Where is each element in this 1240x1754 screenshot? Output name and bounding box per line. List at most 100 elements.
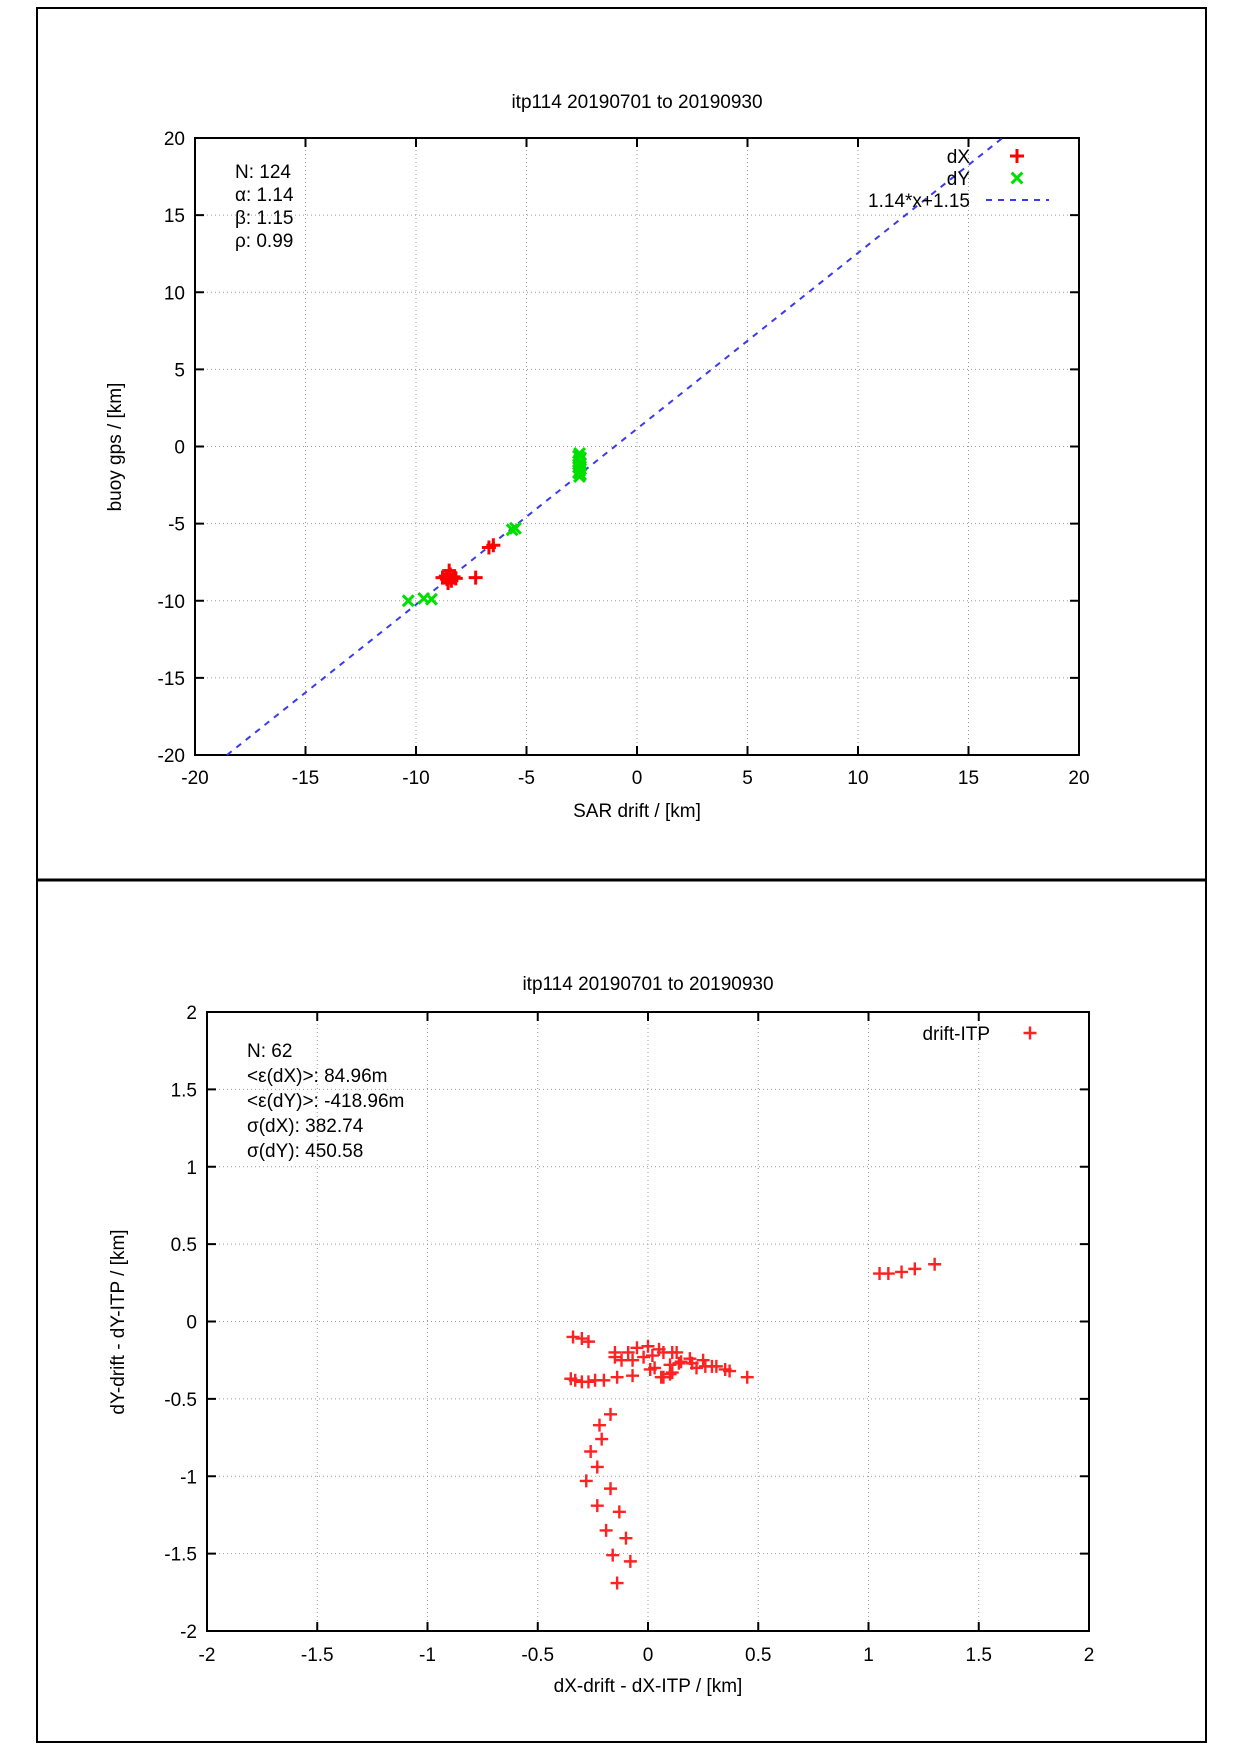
legend-marker bbox=[1010, 171, 1024, 185]
data-point bbox=[690, 1361, 704, 1375]
data-point bbox=[606, 1548, 620, 1562]
data-point bbox=[723, 1364, 737, 1378]
x-tick-label: 0.5 bbox=[745, 1645, 771, 1666]
x-tick-label: 10 bbox=[847, 768, 868, 789]
data-point bbox=[401, 594, 415, 608]
plot-panel: -2 -1.5 -1 -0.5 0 0.5 1 1.5 2 -2 -1.5 -1 -0.5 0 0.5 1 1.… bbox=[108, 974, 1094, 1697]
series-dY bbox=[401, 446, 588, 608]
legend-label: dX bbox=[947, 147, 971, 168]
data-point bbox=[626, 1369, 640, 1383]
x-axis-label: SAR drift / [km] bbox=[573, 801, 701, 822]
data-point bbox=[630, 1341, 644, 1355]
x-tick-label: -10 bbox=[402, 768, 429, 789]
y-tick-label: 20 bbox=[164, 129, 185, 150]
stats-line: <ε(dX)>: 84.96m bbox=[247, 1066, 388, 1087]
data-point bbox=[928, 1257, 942, 1271]
data-point bbox=[581, 1335, 595, 1349]
plot-title: itp114 20190701 to 20190930 bbox=[522, 974, 773, 995]
data-point bbox=[908, 1262, 922, 1276]
data-point bbox=[604, 1407, 618, 1421]
data-point bbox=[645, 1349, 659, 1363]
data-point bbox=[881, 1267, 895, 1281]
x-tick-label: -15 bbox=[292, 768, 319, 789]
y-tick-label: 5 bbox=[174, 360, 185, 381]
data-point bbox=[637, 1350, 651, 1364]
data-point bbox=[656, 1370, 670, 1384]
x-tick-label: -5 bbox=[518, 768, 535, 789]
series-dX bbox=[435, 538, 501, 591]
data-point bbox=[612, 1505, 626, 1519]
x-axis-label: dX-drift - dX-ITP / [km] bbox=[554, 1676, 743, 1697]
y-tick-label: 0.5 bbox=[171, 1235, 197, 1256]
stats-line: N: 62 bbox=[247, 1041, 292, 1062]
x-tick-label: -1.5 bbox=[301, 1645, 334, 1666]
x-tick-label: 1.5 bbox=[966, 1645, 992, 1666]
y-tick-label: -0.5 bbox=[164, 1390, 197, 1411]
data-point bbox=[581, 1375, 595, 1389]
x-tick-label: -0.5 bbox=[521, 1645, 554, 1666]
data-point bbox=[670, 1345, 684, 1359]
x-tick-label: 5 bbox=[742, 768, 753, 789]
data-point bbox=[740, 1370, 754, 1384]
data-point bbox=[566, 1330, 580, 1344]
x-tick-label: -2 bbox=[199, 1645, 216, 1666]
x-tick-label: 2 bbox=[1084, 1645, 1095, 1666]
data-point bbox=[508, 521, 522, 535]
data-point bbox=[895, 1265, 909, 1279]
y-tick-label: 1.5 bbox=[171, 1080, 197, 1101]
y-axis-label: dY-drift - dY-ITP / [km] bbox=[108, 1229, 129, 1414]
data-point bbox=[623, 1554, 637, 1568]
legend-label: 1.14*x+1.15 bbox=[868, 191, 970, 212]
data-point bbox=[590, 1499, 604, 1513]
legend-label: dY bbox=[947, 169, 971, 190]
stats-line: <ε(dY)>: -418.96m bbox=[247, 1091, 404, 1112]
data-point bbox=[590, 1460, 604, 1474]
x-tick-label: 15 bbox=[958, 768, 979, 789]
data-point bbox=[641, 1339, 655, 1353]
data-point bbox=[568, 1373, 582, 1387]
data-point bbox=[672, 1356, 686, 1370]
data-point bbox=[674, 1355, 688, 1369]
legend-marker bbox=[1023, 1026, 1037, 1040]
data-point bbox=[584, 1444, 598, 1458]
data-point bbox=[595, 1432, 609, 1446]
x-tick-label: -20 bbox=[181, 768, 208, 789]
data-point bbox=[648, 1361, 662, 1375]
y-tick-label: -5 bbox=[168, 515, 185, 536]
data-point bbox=[615, 1353, 629, 1367]
stats-line: σ(dY): 450.58 bbox=[247, 1141, 363, 1162]
data-point bbox=[425, 592, 438, 606]
x-tick-label: 0 bbox=[643, 1645, 654, 1666]
y-tick-label: 0 bbox=[186, 1313, 197, 1334]
data-point bbox=[573, 470, 587, 484]
plot-panel: -20 -15 -10 -5 0 5 10 15 20 -20 -15 -10 -5 0 5 10 15 20 it… bbox=[105, 92, 1090, 822]
y-tick-label: 1 bbox=[186, 1158, 197, 1179]
y-tick-label: -15 bbox=[158, 669, 185, 690]
data-point bbox=[575, 1332, 589, 1346]
y-axis-label: buoy gps / [km] bbox=[105, 383, 126, 512]
legend-marker bbox=[1010, 149, 1024, 163]
y-tick-label: 0 bbox=[174, 438, 185, 459]
series-drift-ITP bbox=[564, 1257, 942, 1590]
stats-line: ρ: 0.99 bbox=[235, 231, 293, 252]
stats-line: β: 1.15 bbox=[235, 208, 293, 229]
data-point bbox=[665, 1366, 679, 1380]
data-point bbox=[448, 571, 463, 586]
data-point bbox=[626, 1353, 640, 1367]
y-tick-label: 2 bbox=[186, 1003, 197, 1024]
data-point bbox=[468, 570, 483, 585]
page-frame bbox=[36, 7, 1207, 1743]
data-point bbox=[709, 1359, 723, 1373]
x-tick-label: -1 bbox=[419, 1645, 436, 1666]
data-point bbox=[442, 563, 457, 578]
y-tick-label: -1 bbox=[180, 1467, 197, 1488]
data-point bbox=[604, 1482, 618, 1496]
data-point bbox=[619, 1531, 633, 1545]
x-tick-label: 20 bbox=[1068, 768, 1089, 789]
data-point bbox=[579, 1474, 593, 1488]
x-tick-label: 0 bbox=[632, 768, 643, 789]
plot-title: itp114 20190701 to 20190930 bbox=[511, 92, 762, 113]
data-point bbox=[663, 1358, 677, 1372]
data-point bbox=[599, 1523, 613, 1537]
